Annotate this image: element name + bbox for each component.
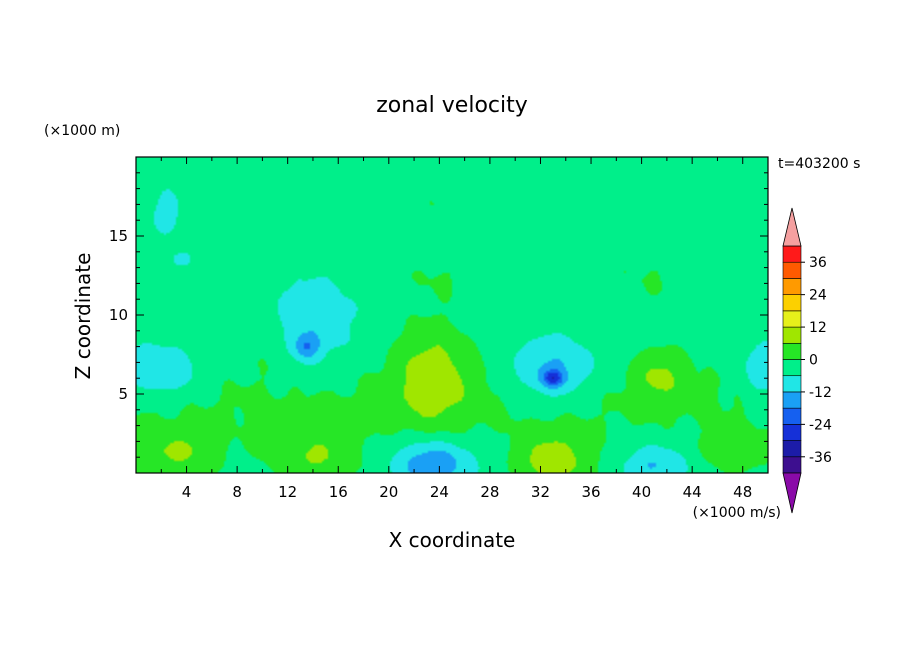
x-tick-label: 12: [278, 483, 297, 501]
colorbar-swatch: [782, 326, 802, 344]
colorbar-label: 12: [809, 320, 827, 336]
colorbar-swatch: [782, 407, 802, 425]
colorbar-swatch: [782, 440, 802, 458]
x-tick-label: 28: [480, 483, 499, 501]
colorbar-label: 0: [809, 353, 818, 369]
colorbar-over-triangle: [782, 207, 802, 247]
colorbar-under-triangle: [782, 472, 802, 514]
colorbar-swatch: [782, 391, 802, 409]
x-tick-label: 24: [430, 483, 449, 501]
colorbar-label: -12: [809, 385, 832, 401]
y-axis-label: Z coordinate: [71, 253, 95, 380]
y-tick-label: 5: [118, 385, 128, 403]
colorbar-swatch: [782, 245, 802, 263]
x-tick-label: 4: [182, 483, 192, 501]
colorbar-swatch: [782, 342, 802, 360]
colorbar-swatch: [782, 456, 802, 474]
heatmap-area: [135, 156, 769, 474]
x-tick-label: 48: [733, 483, 752, 501]
colorbar-swatch: [782, 278, 802, 295]
x-axis-label: X coordinate: [389, 528, 516, 552]
time-label: t=403200 s: [778, 156, 860, 172]
colorbar-swatch: [782, 359, 802, 377]
heatmap-field: [136, 157, 768, 473]
colorbar-swatch: [782, 424, 802, 441]
y-axis-ticks: 5 10 15: [109, 172, 768, 458]
x-tick-label: 32: [531, 483, 550, 501]
x-tick-label: 20: [379, 483, 398, 501]
colorbar-label: 24: [809, 288, 827, 304]
x-unit-label: (×1000 m/s): [693, 505, 781, 521]
colorbar-label: -24: [809, 417, 832, 433]
y-tick-label: 15: [109, 227, 128, 245]
colorbar-swatch: [782, 261, 802, 279]
x-tick-label: 36: [581, 483, 600, 501]
y-tick-label: 10: [109, 306, 128, 324]
colorbar-swatch: [782, 294, 802, 312]
colorbar-swatch: [782, 310, 802, 328]
colorbar-label: -36: [809, 450, 832, 466]
x-tick-label: 16: [329, 483, 348, 501]
x-tick-label: 44: [683, 483, 702, 501]
x-tick-label: 8: [232, 483, 242, 501]
y-unit-label: (×1000 m): [44, 123, 120, 139]
x-axis-ticks: 4 8 12 16 20 24 28 32 36 40 44 48: [160, 157, 752, 501]
x-tick-label: 40: [632, 483, 651, 501]
colorbar-label: 36: [809, 255, 827, 271]
chart-title: zonal velocity: [376, 93, 528, 118]
colorbar-swatch: [782, 375, 802, 393]
colorbar: 36 24 12 0 -12 -24 -36: [782, 207, 832, 514]
